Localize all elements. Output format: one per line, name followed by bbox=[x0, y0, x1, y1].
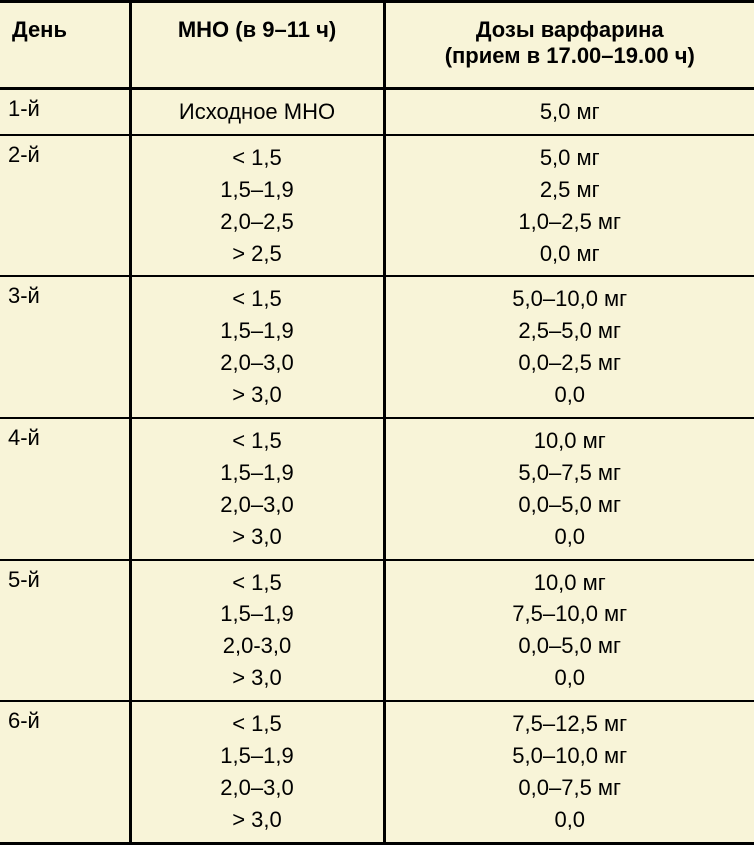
table-row: 3-й< 1,51,5–1,92,0–3,0> 3,05,0–10,0 мг2,… bbox=[0, 276, 754, 418]
warfarin-dosing-table: День МНО (в 9–11 ч) Дозы варфарина (прие… bbox=[0, 0, 754, 845]
table-row: 1-йИсходное МНО5,0 мг bbox=[0, 89, 754, 135]
cell-dose: 10,0 мг7,5–10,0 мг0,0–5,0 мг0,0 bbox=[384, 560, 754, 702]
header-row: День МНО (в 9–11 ч) Дозы варфарина (прие… bbox=[0, 2, 754, 89]
cell-dose: 5,0 мг2,5 мг1,0–2,5 мг0,0 мг bbox=[384, 135, 754, 277]
cell-day: 4-й bbox=[0, 418, 130, 560]
table-row: 2-й< 1,51,5–1,92,0–2,5> 2,55,0 мг2,5 мг1… bbox=[0, 135, 754, 277]
cell-dose: 5,0–10,0 мг2,5–5,0 мг0,0–2,5 мг0,0 bbox=[384, 276, 754, 418]
header-mno: МНО (в 9–11 ч) bbox=[130, 2, 384, 89]
cell-dose: 5,0 мг bbox=[384, 89, 754, 135]
cell-day: 6-й bbox=[0, 701, 130, 843]
table-row: 6-й< 1,51,5–1,92,0–3,0> 3,07,5–12,5 мг5,… bbox=[0, 701, 754, 843]
cell-day: 5-й bbox=[0, 560, 130, 702]
header-dose-line1: Дозы варфарина bbox=[394, 17, 747, 43]
cell-mno: < 1,51,5–1,92,0–3,0> 3,0 bbox=[130, 276, 384, 418]
table-row: 5-й< 1,51,5–1,92,0-3,0> 3,010,0 мг7,5–10… bbox=[0, 560, 754, 702]
header-dose-line2: (прием в 17.00–19.00 ч) bbox=[394, 43, 747, 69]
header-dose: Дозы варфарина (прием в 17.00–19.00 ч) bbox=[384, 2, 754, 89]
cell-mno: < 1,51,5–1,92,0-3,0> 3,0 bbox=[130, 560, 384, 702]
cell-dose: 10,0 мг5,0–7,5 мг0,0–5,0 мг0,0 bbox=[384, 418, 754, 560]
cell-mno: Исходное МНО bbox=[130, 89, 384, 135]
table-body: 1-йИсходное МНО5,0 мг2-й< 1,51,5–1,92,0–… bbox=[0, 89, 754, 844]
cell-day: 1-й bbox=[0, 89, 130, 135]
header-day: День bbox=[0, 2, 130, 89]
cell-day: 3-й bbox=[0, 276, 130, 418]
cell-day: 2-й bbox=[0, 135, 130, 277]
cell-mno: < 1,51,5–1,92,0–2,5> 2,5 bbox=[130, 135, 384, 277]
cell-dose: 7,5–12,5 мг5,0–10,0 мг0,0–7,5 мг0,0 bbox=[384, 701, 754, 843]
cell-mno: < 1,51,5–1,92,0–3,0> 3,0 bbox=[130, 701, 384, 843]
table-row: 4-й< 1,51,5–1,92,0–3,0> 3,010,0 мг5,0–7,… bbox=[0, 418, 754, 560]
cell-mno: < 1,51,5–1,92,0–3,0> 3,0 bbox=[130, 418, 384, 560]
